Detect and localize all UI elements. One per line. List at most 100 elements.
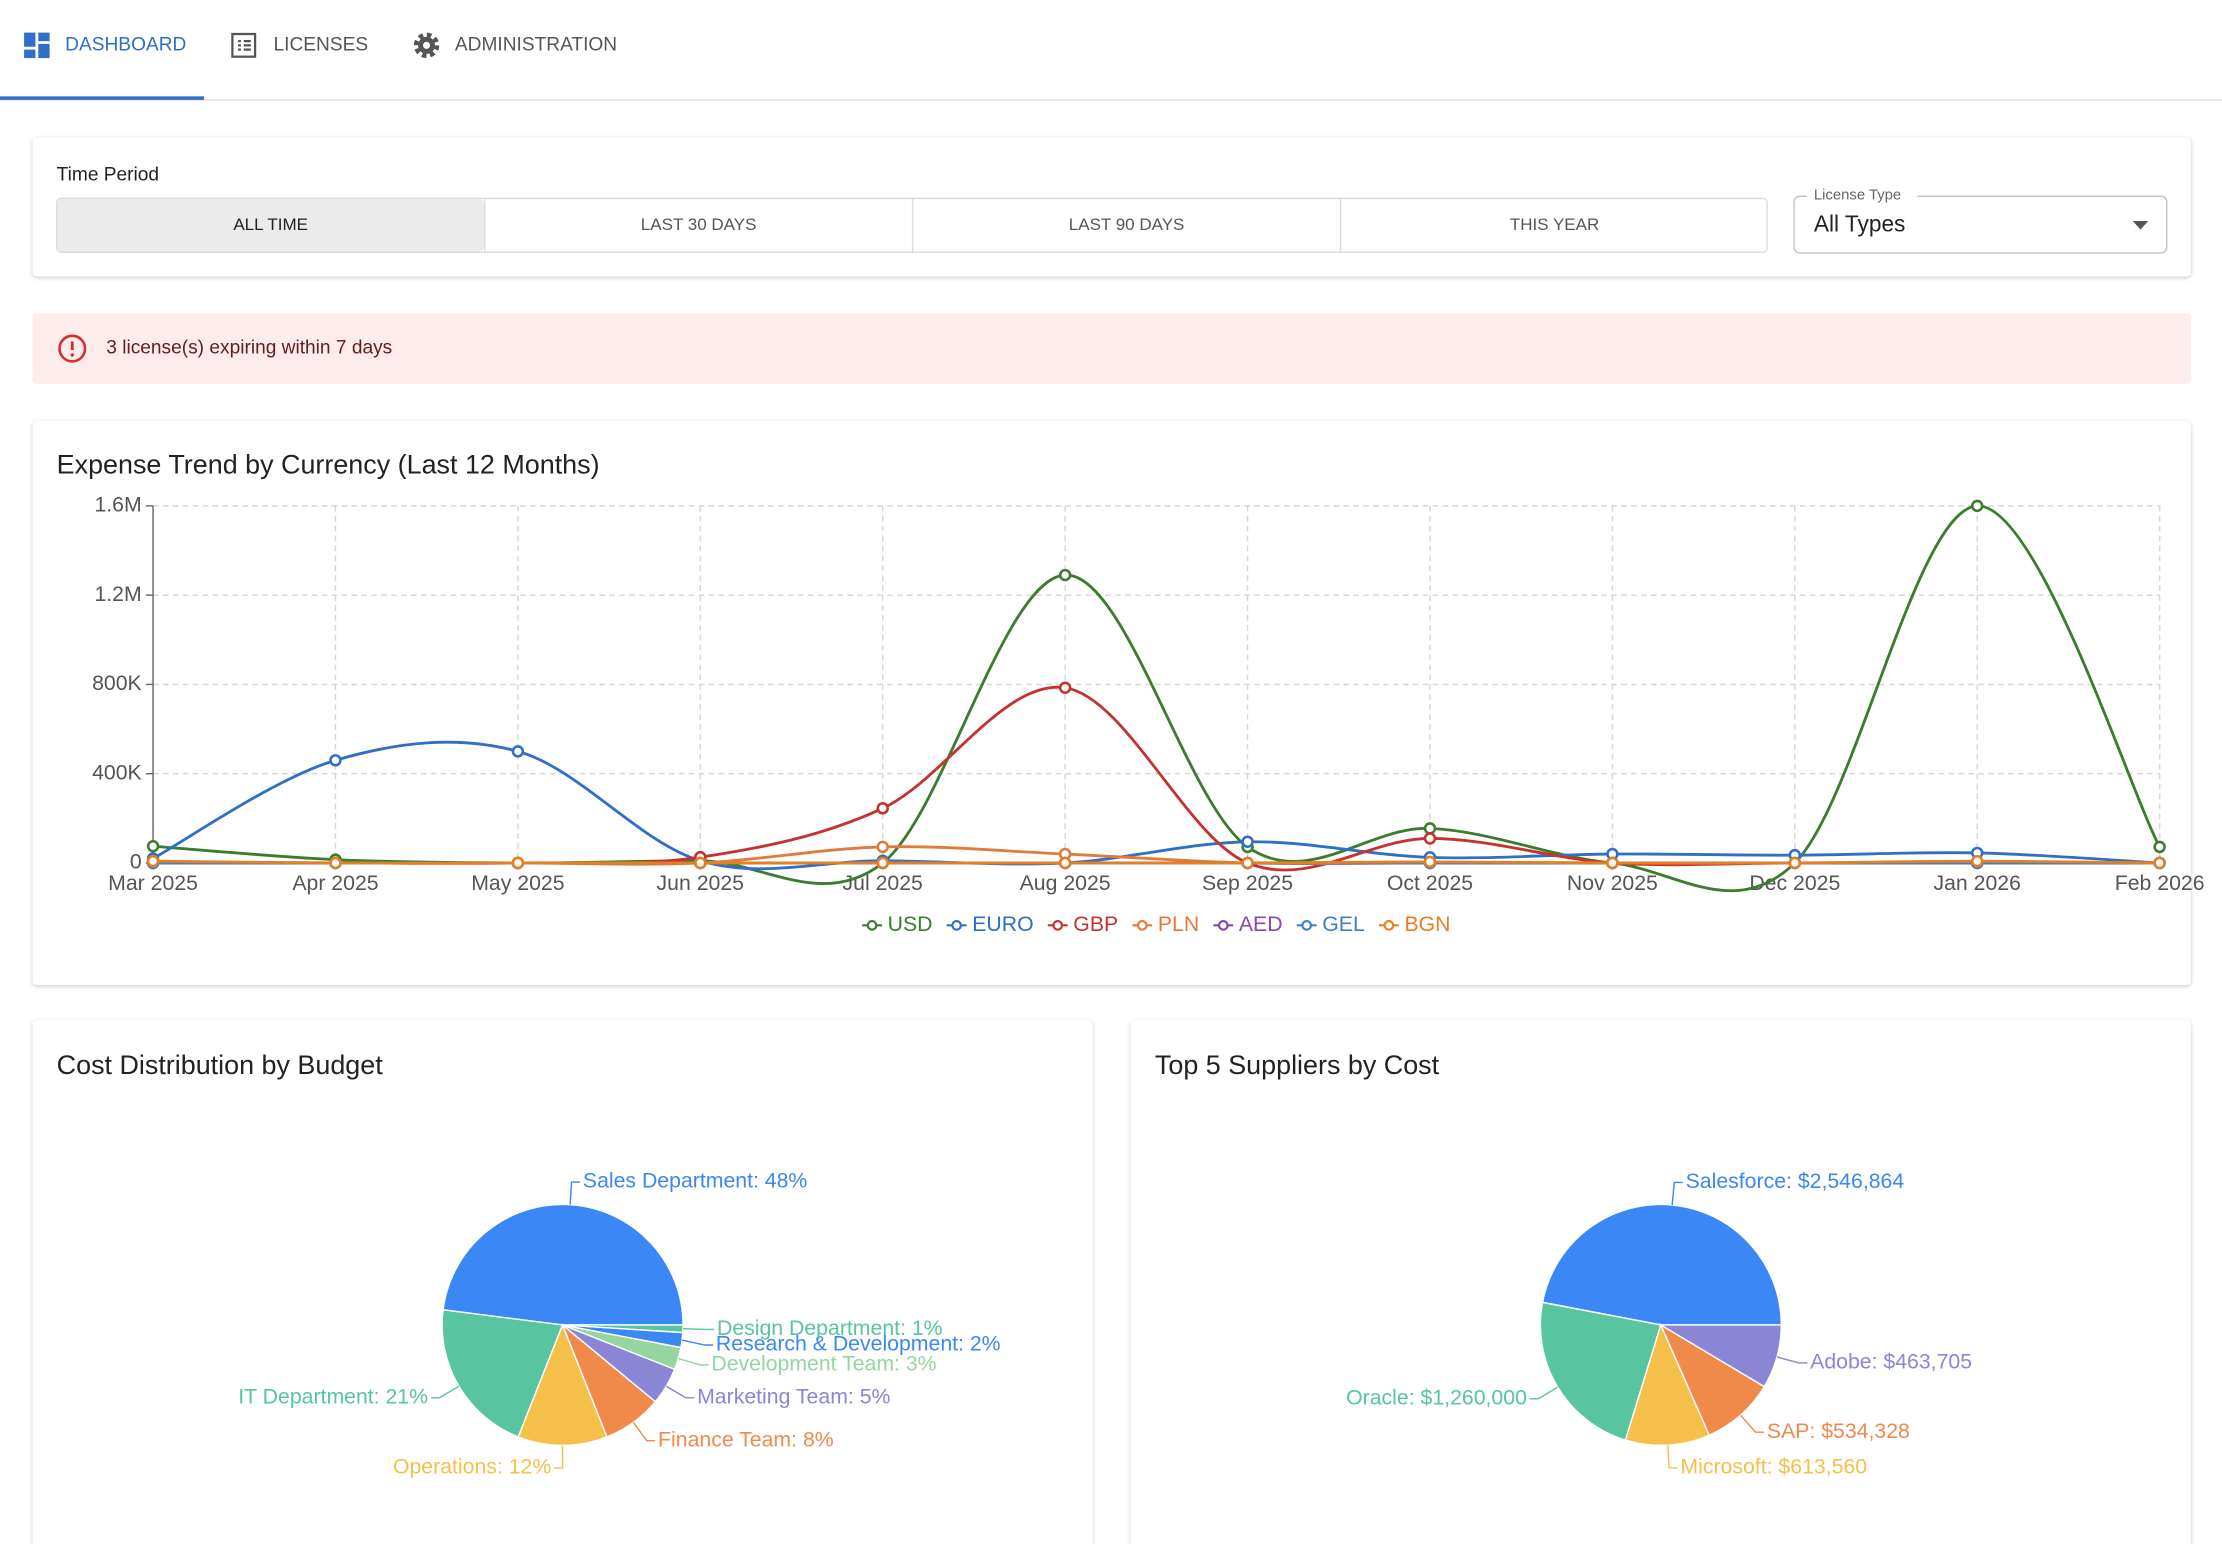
- legend-symbol: [866, 920, 878, 931]
- legend-label: AED: [1239, 912, 1283, 936]
- select-value: All Types: [1814, 210, 1906, 236]
- data-point: [511, 856, 525, 870]
- data-point: [1241, 856, 1254, 870]
- chart-title: Top 5 Suppliers by Cost: [1155, 1050, 1440, 1080]
- data-point: [1788, 856, 1802, 870]
- line-series: [153, 859, 2160, 865]
- data-point: [1606, 856, 1619, 870]
- data-label: Research & Development: 2%: [716, 1332, 1001, 1356]
- nav-bar: DASHBOARD LICENSES ADMINISTRATION: [0, 32, 2222, 101]
- data-point: [1423, 855, 1437, 869]
- legend-symbol: [1383, 920, 1395, 931]
- tab-licenses[interactable]: LICENSES: [231, 32, 368, 58]
- admin-icon: [413, 32, 440, 59]
- leader-line: [682, 1328, 715, 1331]
- x-tick-label: Sep 2025: [1202, 871, 1293, 895]
- pie-slice: [1659, 1323, 1766, 1437]
- alert-icon: [70, 353, 74, 357]
- alert-text: 3 license(s) expiring within 7 days: [106, 338, 392, 359]
- card: [32, 420, 2191, 985]
- data-point: [2153, 856, 2166, 870]
- leader-line: [665, 1385, 695, 1399]
- pie-slice: [517, 1323, 608, 1447]
- data-point: [876, 802, 889, 815]
- tab-administration[interactable]: ADMINISTRATION: [413, 32, 617, 59]
- legend-symbol: [1052, 920, 1064, 931]
- dashboard-icon: [24, 32, 50, 59]
- segment-button[interactable]: LAST 30 DAYS: [641, 215, 757, 234]
- x-tick-label: Jan 2026: [1934, 871, 2021, 895]
- leader-line: [554, 1445, 564, 1469]
- data-label: Microsoft: $613,560: [1680, 1454, 1867, 1478]
- y-tick-label: 1.2M: [94, 582, 141, 606]
- data-label: Finance Team: 8%: [658, 1427, 834, 1451]
- segment-button[interactable]: THIS YEAR: [1510, 215, 1599, 234]
- leader-line: [632, 1421, 656, 1442]
- data-point: [1241, 835, 1254, 849]
- legend-symbol: [1301, 920, 1312, 931]
- leader-line: [1776, 1356, 1808, 1364]
- license-type-select[interactable]: License Type All Types: [1793, 187, 2168, 254]
- chart-title: Cost Distribution by Budget: [57, 1050, 384, 1080]
- leader-line: [1529, 1386, 1559, 1400]
- data-point: [694, 856, 707, 870]
- leader-line: [1740, 1414, 1765, 1433]
- tab-label: ADMINISTRATION: [455, 34, 617, 55]
- data-point: [876, 840, 889, 854]
- legend-label: GEL: [1322, 912, 1365, 936]
- pie-slice: [1541, 1203, 1782, 1326]
- x-tick-label: Mar 2025: [108, 871, 198, 895]
- data-label: Sales Department: 48%: [583, 1169, 808, 1193]
- data-point: [1058, 856, 1072, 870]
- data-label: Adobe: $463,705: [1810, 1350, 1972, 1374]
- chart-title: Expense Trend by Currency (Last 12 Month…: [57, 449, 600, 479]
- alert-icon: [58, 334, 87, 363]
- data-label: SAP: $534,328: [1767, 1419, 1910, 1443]
- leader-line: [1671, 1181, 1683, 1206]
- tab-label: LICENSES: [273, 34, 368, 55]
- x-tick-label: Feb 2026: [2115, 871, 2205, 895]
- segment-selected: [57, 199, 484, 252]
- data-point: [511, 745, 525, 758]
- segment-button[interactable]: LAST 90 DAYS: [1069, 215, 1185, 234]
- tab-dashboard[interactable]: DASHBOARD: [24, 32, 186, 59]
- legend-symbol: [1136, 920, 1148, 931]
- data-point: [329, 754, 342, 767]
- pie-slice: [1624, 1322, 1711, 1447]
- legend-label: BGN: [1404, 912, 1450, 936]
- licenses-icon: [231, 32, 257, 58]
- active-tab-indicator: [0, 96, 205, 100]
- data-point: [1058, 681, 1072, 695]
- leader-line: [430, 1385, 460, 1399]
- legend-label: GBP: [1073, 912, 1118, 936]
- x-tick-label: Jul 2025: [843, 871, 923, 895]
- leader-line: [678, 1357, 709, 1366]
- select-box: [1793, 195, 2168, 254]
- select-label: License Type: [1814, 187, 1901, 203]
- alert: 3 license(s) expiring within 7 days: [32, 313, 2191, 385]
- leader-line: [1667, 1445, 1678, 1469]
- legend-symbol: [1217, 920, 1229, 931]
- data-point: [1423, 822, 1437, 835]
- x-tick-label: Nov 2025: [1567, 871, 1658, 895]
- pie-slice: [1539, 1301, 1662, 1441]
- data-label: Oracle: $1,260,000: [1346, 1385, 1527, 1409]
- line-series: [152, 740, 2160, 871]
- data-point: [146, 854, 160, 868]
- data-label: Marketing Team: 5%: [697, 1384, 890, 1408]
- y-tick-label: 1.6M: [94, 492, 141, 516]
- data-point: [1058, 568, 1072, 582]
- x-tick-label: Oct 2025: [1387, 871, 1473, 895]
- data-point: [146, 839, 160, 853]
- data-label: Design Department: 1%: [717, 1316, 943, 1340]
- data-point: [1423, 832, 1437, 845]
- legend-label: PLN: [1158, 912, 1199, 936]
- segment-button[interactable]: ALL TIME: [233, 215, 308, 234]
- pie-slice: [441, 1309, 564, 1438]
- filter-label: Time Period: [57, 165, 159, 186]
- y-tick-label: 400K: [92, 760, 142, 784]
- data-label: Development Team: 3%: [711, 1351, 936, 1375]
- leader-line: [569, 1181, 581, 1205]
